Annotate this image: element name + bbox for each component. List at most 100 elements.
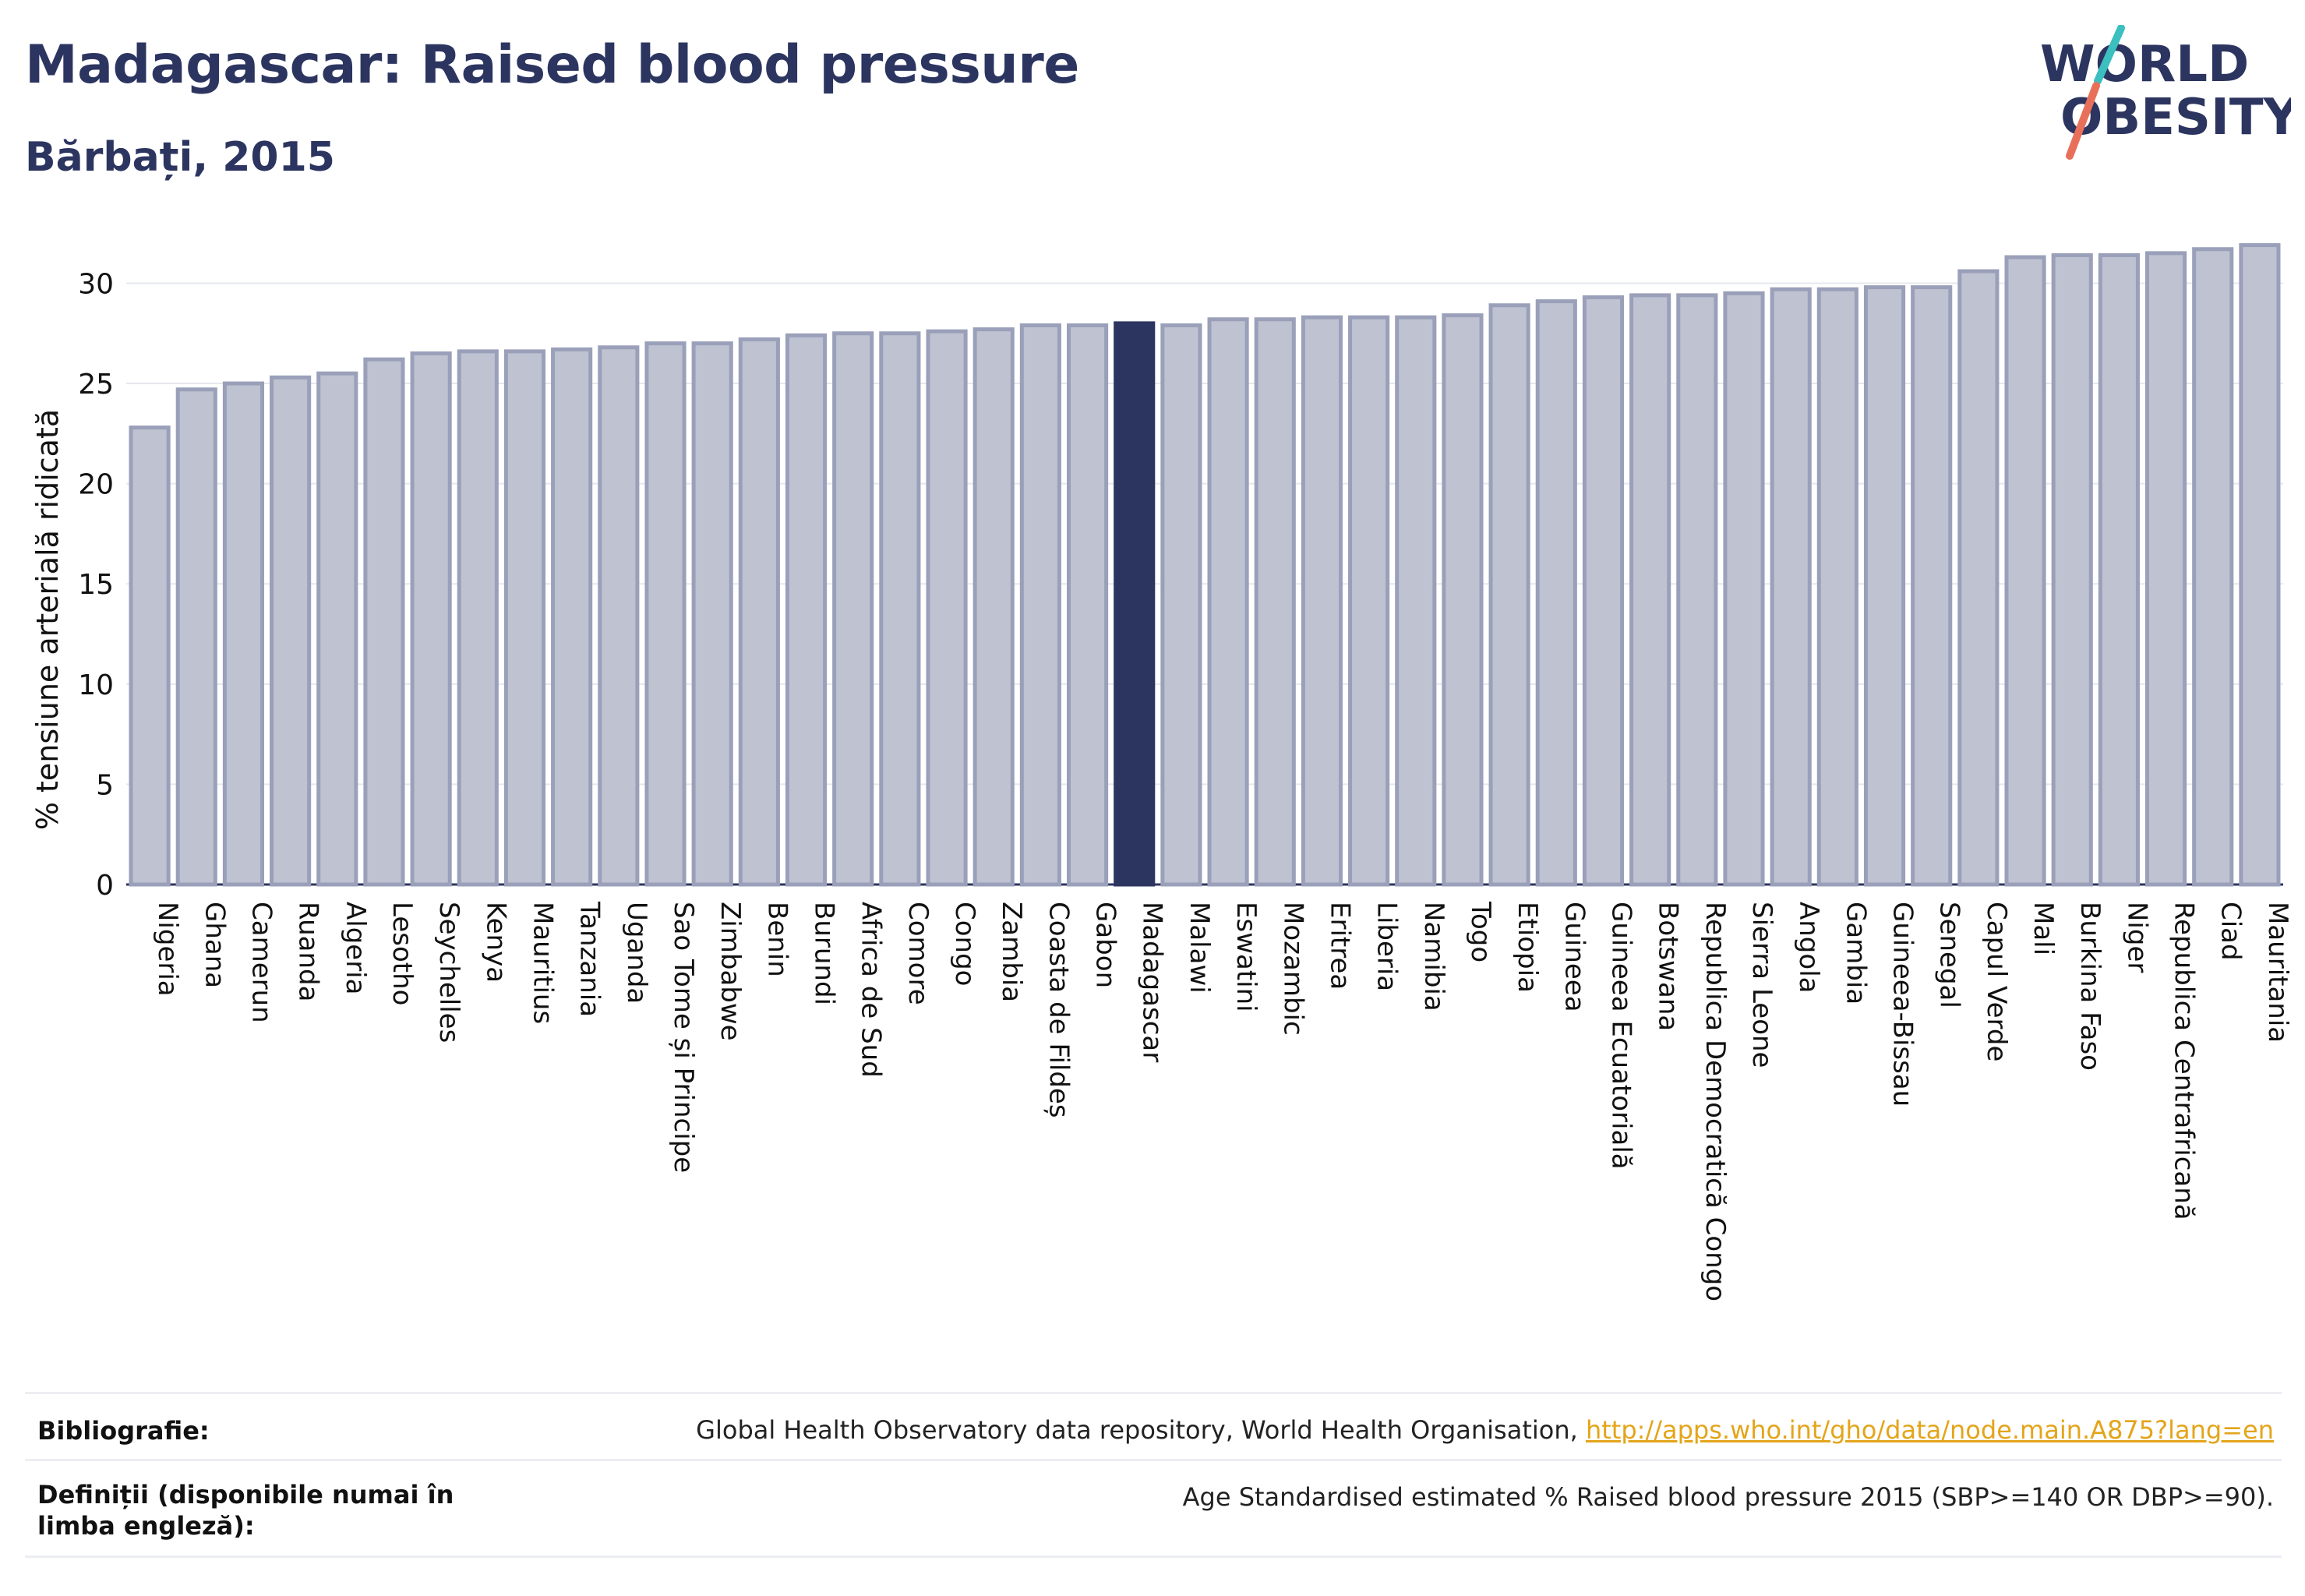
bar (644, 341, 687, 887)
x-tick-label: Guineea-Bissau (1887, 902, 1918, 1107)
y-tick-label: 15 (78, 569, 114, 601)
bibliography-label: Bibliografie: (37, 1416, 210, 1446)
x-tick-label: Comore (902, 902, 934, 1005)
bar (2004, 255, 2046, 887)
x-tick-label: Madagascar (1137, 902, 1168, 1062)
bar (1395, 315, 1437, 887)
bar (129, 425, 171, 887)
bar (1723, 291, 1765, 887)
y-tick-label: 0 (96, 870, 114, 902)
definitions-label: Definiții (disponibile numai în limba en… (37, 1480, 454, 1541)
x-tick-label: Guineea Ecuatorială (1605, 902, 1636, 1170)
bar (1254, 317, 1296, 887)
x-tick-label: Zimbabwe (715, 902, 746, 1041)
bar (1676, 293, 1718, 887)
x-tick-label: Gabon (1090, 902, 1121, 988)
x-tick-label: Coasta de Fildeș (1043, 902, 1074, 1118)
bar (2192, 247, 2234, 887)
bar (222, 381, 265, 887)
y-tick-label: 5 (96, 769, 114, 801)
bibliography-text: Global Health Observatory data repositor… (696, 1415, 2274, 1445)
x-tick-label: Uganda (621, 902, 652, 1004)
x-tick-label: Republica Centrafricană (2169, 902, 2200, 1220)
x-tick-label: Sierra Leone (1746, 902, 1777, 1068)
logo-slash-teal (2094, 25, 2125, 85)
bar (1348, 315, 1390, 887)
bar (1535, 299, 1577, 887)
x-tick-label: Kenya (480, 902, 511, 983)
footer-divider-top (25, 1392, 2282, 1394)
bar (457, 349, 499, 887)
x-tick-label: Mauritius (527, 902, 558, 1024)
x-tick-label: Mozambic (1277, 902, 1308, 1036)
bibliography-link[interactable]: http://apps.who.int/gho/data/node.main.A… (1585, 1415, 2274, 1445)
x-tick-label: Benin (761, 902, 792, 977)
y-tick-label: 30 (78, 268, 114, 300)
logo-line1: WORLD (2040, 36, 2249, 94)
bar-chart: 0 5 10 15 20 25 30 Nigeria Ghana Camerun Ruanda Al… (30, 243, 2293, 1301)
x-tick-label: Ciad (2215, 902, 2247, 961)
world-obesity-logo: WORLD OBESITY (2040, 25, 2291, 160)
x-tick-label: Liberia (1371, 902, 1403, 991)
x-tick-label: Ghana (199, 902, 230, 988)
logo-slash-coral (2066, 82, 2100, 160)
bar (2239, 243, 2281, 887)
bar-highlight (1114, 321, 1156, 887)
bars (129, 243, 2281, 887)
bar (175, 387, 217, 887)
bar (691, 341, 733, 887)
x-tick-label: Togo (1465, 901, 1496, 962)
bar (363, 357, 405, 887)
x-tick-label: Guineea (1558, 902, 1590, 1012)
definitions-text: Age Standardised estimated % Raised bloo… (1182, 1482, 2274, 1512)
bar (1816, 287, 1858, 887)
x-tick-label: Angola (1793, 902, 1824, 993)
bar (1911, 285, 1953, 887)
x-tick-label: Nigeria (152, 902, 183, 997)
x-tick-label: Ruanda (293, 902, 324, 1001)
x-tick-label: Senegal (1934, 902, 1965, 1008)
x-tick-label: Mali (2028, 902, 2059, 955)
x-tick-label: Eswatini (1230, 902, 1262, 1012)
bar (1582, 295, 1625, 887)
bar (410, 351, 452, 887)
bar (972, 327, 1015, 887)
bar (785, 333, 828, 887)
footer-divider-bottom (25, 1555, 2282, 1558)
bar (2051, 252, 2093, 887)
y-axis-label: % tensiune arterială ridicată (30, 409, 65, 830)
x-tick-label: Namibia (1418, 902, 1449, 1012)
bar (879, 331, 921, 887)
bar (1488, 303, 1530, 887)
x-tick-label: Etiopia (1512, 902, 1543, 993)
x-tick-label: Congo (949, 902, 980, 986)
x-tick-label: Burkina Faso (2074, 902, 2106, 1071)
y-tick-label: 25 (78, 369, 114, 401)
x-tick-label: Niger (2121, 902, 2152, 973)
x-tick-label: Algeria (340, 902, 371, 994)
page-subtitle: Bărbați, 2015 (25, 134, 335, 181)
x-tick-label: Botswana (1653, 902, 1684, 1031)
bar (1957, 269, 2000, 887)
x-tick-label: Lesotho (387, 902, 418, 1005)
x-tick-label: Africa de Sud (856, 902, 887, 1078)
x-tick-label: Tanzania (574, 901, 605, 1017)
y-axis: 0 5 10 15 20 25 30 (78, 268, 114, 902)
bar (738, 337, 780, 887)
x-tick-label: Sao Tome și Principe (668, 902, 699, 1173)
bar (316, 371, 358, 887)
footer-divider-mid (25, 1459, 2282, 1461)
bar (551, 347, 593, 887)
bar (1770, 287, 1812, 887)
bar (1863, 285, 1906, 887)
bar (926, 329, 968, 887)
y-tick-label: 20 (78, 469, 114, 501)
logo-line2: OBESITY (2060, 89, 2291, 147)
x-tick-label: Seychelles (433, 902, 464, 1043)
bar (270, 375, 312, 887)
page-title: Madagascar: Raised blood pressure (25, 34, 1079, 96)
bar (1066, 323, 1109, 887)
bar (598, 345, 640, 887)
x-tick-label: Eritrea (1324, 902, 1355, 990)
x-tick-label: Capul Verde (1981, 902, 2012, 1061)
